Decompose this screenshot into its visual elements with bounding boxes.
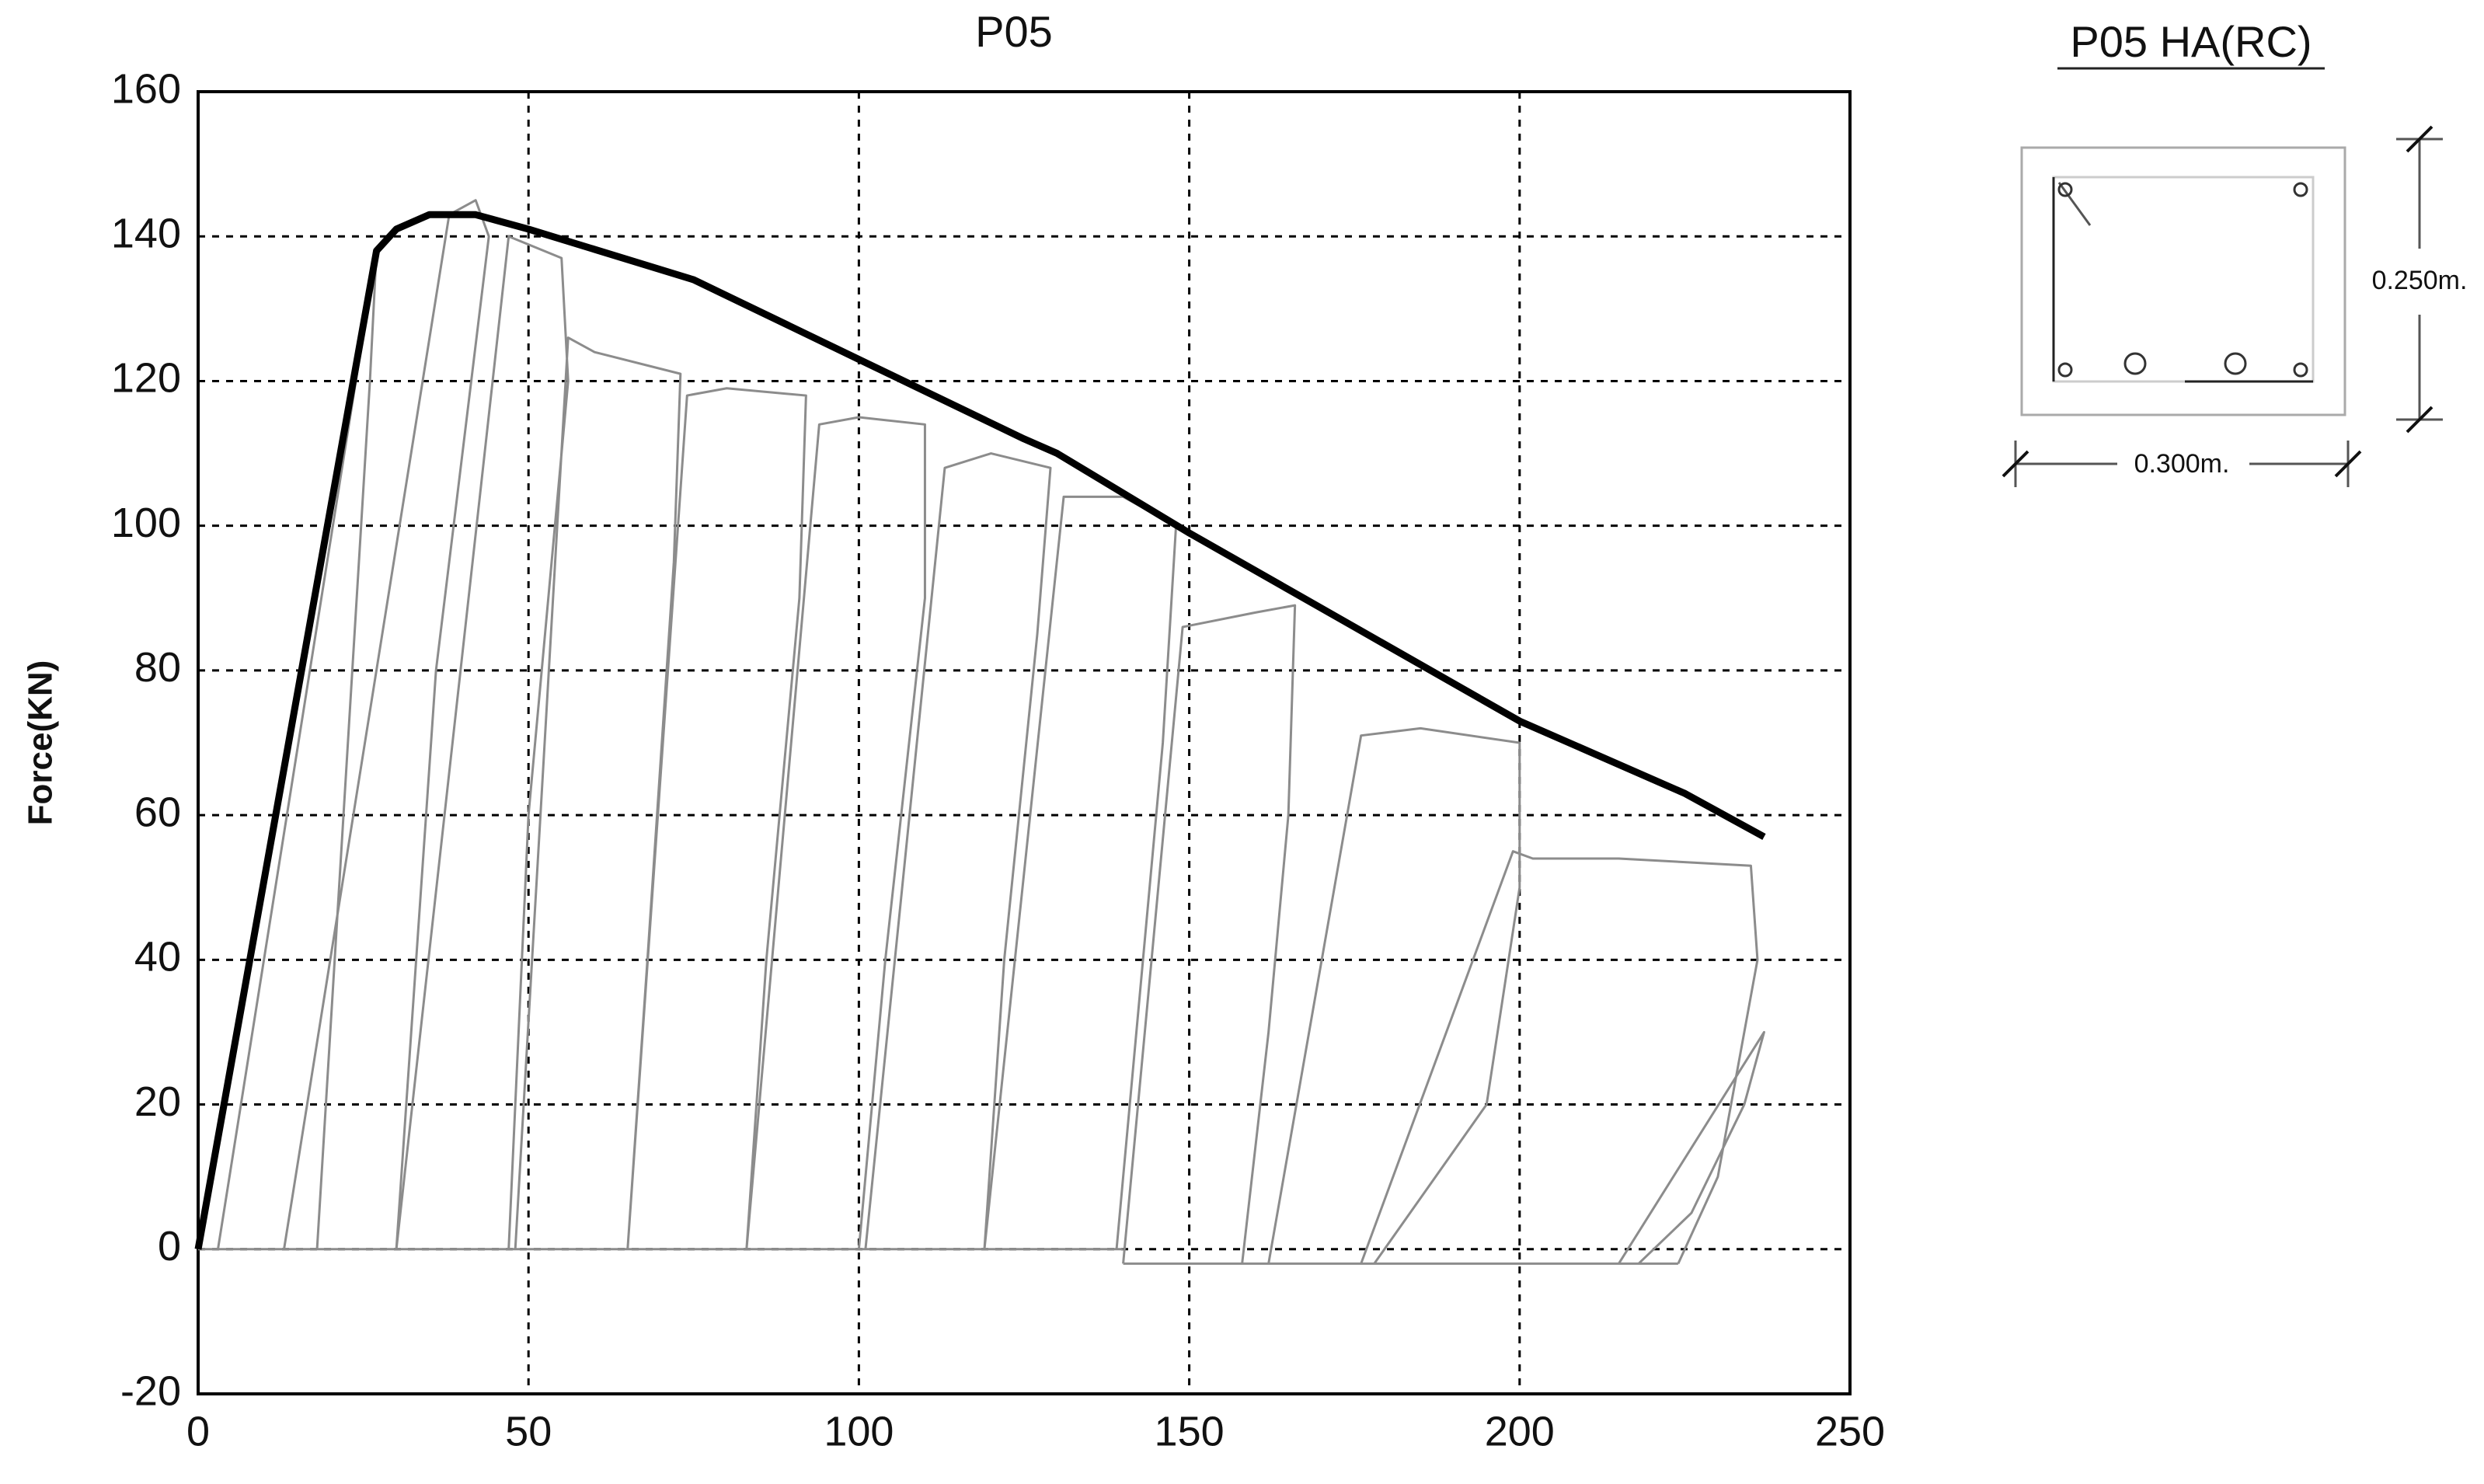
height-label: 0.250m. <box>2372 266 2468 295</box>
y-tick-label: 100 <box>111 500 181 546</box>
dim-slash <box>2406 406 2433 434</box>
dim-slash <box>2001 450 2029 478</box>
diagram-title: P05 HA(RC) <box>2070 17 2312 66</box>
y-tick-label: 0 <box>158 1223 181 1270</box>
x-tick-label: 50 <box>505 1408 552 1454</box>
y-axis-label: Force(KN) <box>22 660 60 826</box>
y-tick-label: 20 <box>134 1078 181 1125</box>
y-tick-label: 40 <box>134 934 181 981</box>
y-tick-label: -20 <box>120 1367 181 1414</box>
chart-title: P05 <box>975 7 1053 56</box>
y-tick-label: 160 <box>111 65 181 112</box>
x-tick-label: 250 <box>1815 1408 1885 1454</box>
plot-frame <box>197 90 1852 1395</box>
section-outline <box>2020 146 2346 416</box>
y-tick-label: 120 <box>111 355 181 402</box>
x-tick-label: 150 <box>1155 1408 1225 1454</box>
stirrup <box>2052 176 2315 383</box>
x-tick-label: 200 <box>1485 1408 1555 1454</box>
data-line <box>194 211 1766 1250</box>
dim-slash <box>2406 125 2433 153</box>
y-tick-label: 140 <box>111 210 181 256</box>
x-tick-label: 100 <box>824 1408 894 1454</box>
x-tick-label: 0 <box>186 1408 210 1454</box>
y-tick-label: 60 <box>134 789 181 835</box>
y-tick-label: 80 <box>134 644 181 691</box>
rebars <box>2057 182 2308 378</box>
hook <box>2057 182 2092 226</box>
cross-section: P05 HA(RC) 0.250m. 0.300m. <box>2001 17 2468 487</box>
width-label: 0.300m. <box>2134 449 2230 479</box>
dim-slash <box>2334 450 2362 478</box>
